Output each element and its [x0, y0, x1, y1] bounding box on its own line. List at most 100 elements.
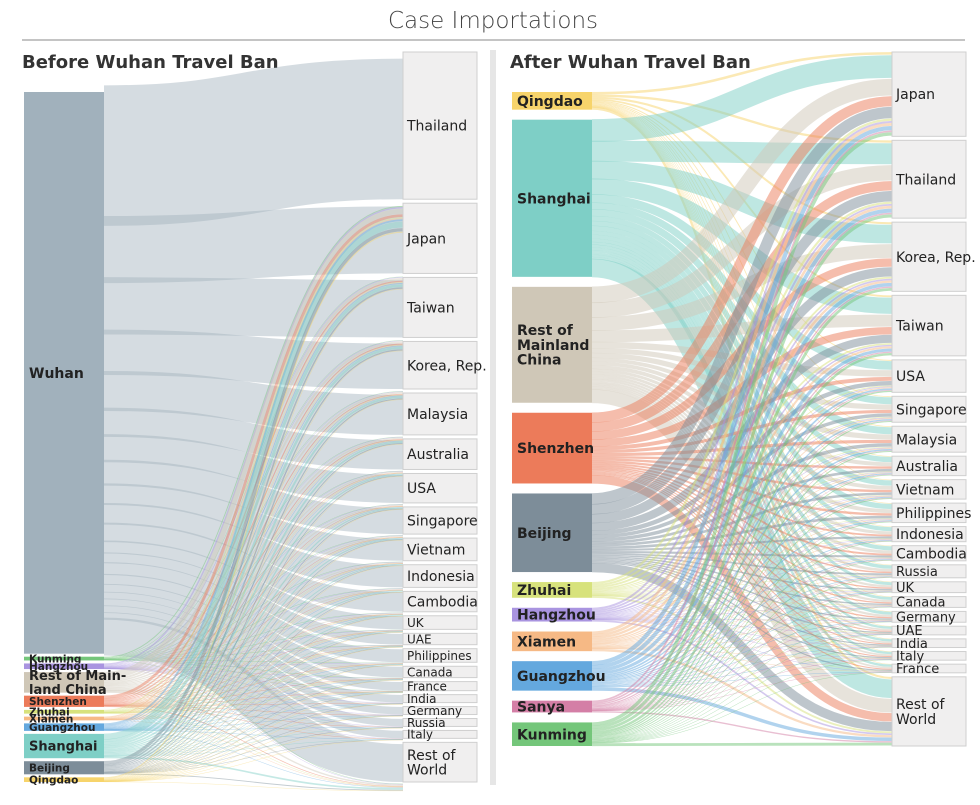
link-guangzhou-singapore — [103, 537, 404, 729]
link-sanya-vietnam — [591, 497, 893, 709]
link-kunming-uk — [103, 629, 404, 660]
link-kunming-vietnam — [591, 498, 893, 739]
link-qingdao-india — [103, 703, 404, 782]
destination-bar-vietnam — [402, 537, 478, 562]
source-bar-shenzhen — [512, 412, 592, 484]
link-zhuhai-taiwan — [103, 344, 404, 712]
link-shenzhen-malaysia — [591, 439, 893, 457]
link-xiamen-rest-of-world — [591, 648, 893, 738]
destination-label: India — [896, 637, 928, 652]
panel-before-ban: Before Wuhan Travel Ban Wuhan KunmingHangz… — [22, 51, 487, 792]
link-kunming-usa — [103, 504, 404, 660]
link-xiamen-korea-rep — [103, 395, 404, 719]
link-hangzhou-uae — [103, 645, 404, 669]
link-shenzhen-canada — [103, 678, 404, 706]
link-kunming-indonesia — [103, 588, 404, 660]
link-hangzhou-malaysia — [103, 437, 404, 667]
link-shanghai-malaysia — [103, 441, 404, 748]
panel-title: After Wuhan Travel Ban — [510, 52, 751, 73]
link-kunming-thailand — [591, 214, 893, 729]
link-wuhan-india — [103, 591, 404, 703]
link-guangzhou-uk — [103, 631, 404, 730]
destination-bar-australia — [402, 438, 478, 470]
link-shenzhen-cambodia — [103, 613, 404, 705]
link-zhuhai-russia — [591, 574, 893, 595]
link-rest-of-mainland-china-korea-rep — [591, 244, 893, 331]
destination-label: UAE — [896, 624, 923, 639]
link-hangzhou-canada — [103, 668, 404, 679]
link-shanghai-japan — [591, 55, 893, 142]
destination-label: Philippines — [896, 506, 971, 522]
link-beijing-canada — [103, 679, 404, 773]
destination-bar-canada — [891, 596, 967, 608]
destination-label: Italy — [407, 728, 433, 742]
link-guangzhou-germany — [591, 620, 893, 686]
destination-bar-korea-rep — [891, 221, 967, 292]
link-rest-of-mainland-china-taiwan — [591, 314, 893, 343]
destination-label: France — [896, 662, 939, 677]
destination-bar-canada — [402, 665, 478, 679]
link-beijing-italy — [103, 739, 404, 774]
destination-bar-italy — [891, 651, 967, 661]
destination-label: Japan — [406, 231, 446, 247]
source-label: Shanghai — [29, 740, 97, 755]
link-shanghai-rest-of-world — [103, 756, 404, 790]
destination-bar-uae — [891, 625, 967, 636]
link-group — [103, 58, 404, 792]
link-shenzhen-indonesia — [103, 589, 404, 705]
link-guangzhou-japan — [103, 283, 404, 726]
destination-label: Russia — [407, 716, 446, 730]
destination-label: UK — [896, 581, 915, 596]
destination-bar-usa — [402, 472, 478, 504]
link-wuhan-australia — [103, 407, 404, 470]
link-zhuhai-usa — [103, 506, 404, 713]
destination-bar-malaysia — [891, 425, 967, 453]
link-beijing-korea-rep — [103, 398, 404, 768]
link-beijing-japan — [103, 287, 404, 766]
link-qingdao-indonesia — [103, 592, 404, 782]
link-guangzhou-germany — [103, 715, 404, 731]
link-xiamen-malaysia — [103, 440, 404, 719]
destination-bar-singapore — [891, 395, 967, 423]
link-guangzhou-korea-rep — [103, 395, 404, 728]
source-label: Zhuhai — [517, 583, 571, 599]
link-beijing-taiwan — [103, 349, 404, 767]
link-kunming-uae — [103, 644, 404, 661]
destination-bar-russia — [402, 718, 478, 727]
link-shanghai-korea-rep — [103, 396, 404, 747]
link-wuhan-rest-of-world — [103, 617, 404, 783]
link-zhuhai-malaysia — [103, 439, 404, 713]
link-shenzhen-india — [103, 703, 404, 706]
link-zhuhai-france — [103, 691, 404, 714]
link-shenzhen-rest-of-world — [103, 706, 404, 787]
destination-label: UK — [407, 616, 425, 630]
link-sanya-germany — [591, 621, 893, 711]
link-zhuhai-vietnam — [103, 563, 404, 713]
link-rest-of-main-land-china-russia — [103, 690, 404, 728]
destination-label: Korea, Rep. — [896, 250, 976, 266]
link-kunming-malaysia — [591, 450, 893, 737]
link-beijing-rest-of-world — [103, 773, 404, 791]
link-xiamen-philippines — [103, 663, 404, 721]
link-sanya-uae — [591, 634, 893, 711]
link-beijing-russia — [103, 727, 404, 774]
panel-divider — [490, 50, 496, 785]
link-xiamen-canada — [103, 678, 404, 721]
link-kunming-france — [591, 672, 893, 744]
link-zhuhai-france — [591, 595, 893, 672]
destination-bar-singapore — [402, 506, 478, 535]
source-label: Qingdao — [29, 774, 78, 786]
link-zhuhai-philippines — [103, 663, 404, 714]
link-xiamen-japan — [591, 123, 893, 635]
link-qingdao-uk — [103, 632, 404, 782]
link-kunming-malaysia — [103, 436, 404, 659]
link-rest-of-main-land-china-singapore — [103, 535, 404, 687]
link-shanghai-russia — [103, 727, 404, 757]
destination-label: Korea, Rep. — [407, 358, 487, 374]
link-hangzhou-indonesia — [103, 588, 404, 668]
link-beijing-uae — [591, 558, 893, 634]
link-xiamen-france — [103, 691, 404, 721]
link-qingdao-italy — [103, 739, 404, 782]
link-sanya-taiwan — [591, 351, 893, 707]
link-rest-of-main-land-china-india — [103, 690, 404, 704]
